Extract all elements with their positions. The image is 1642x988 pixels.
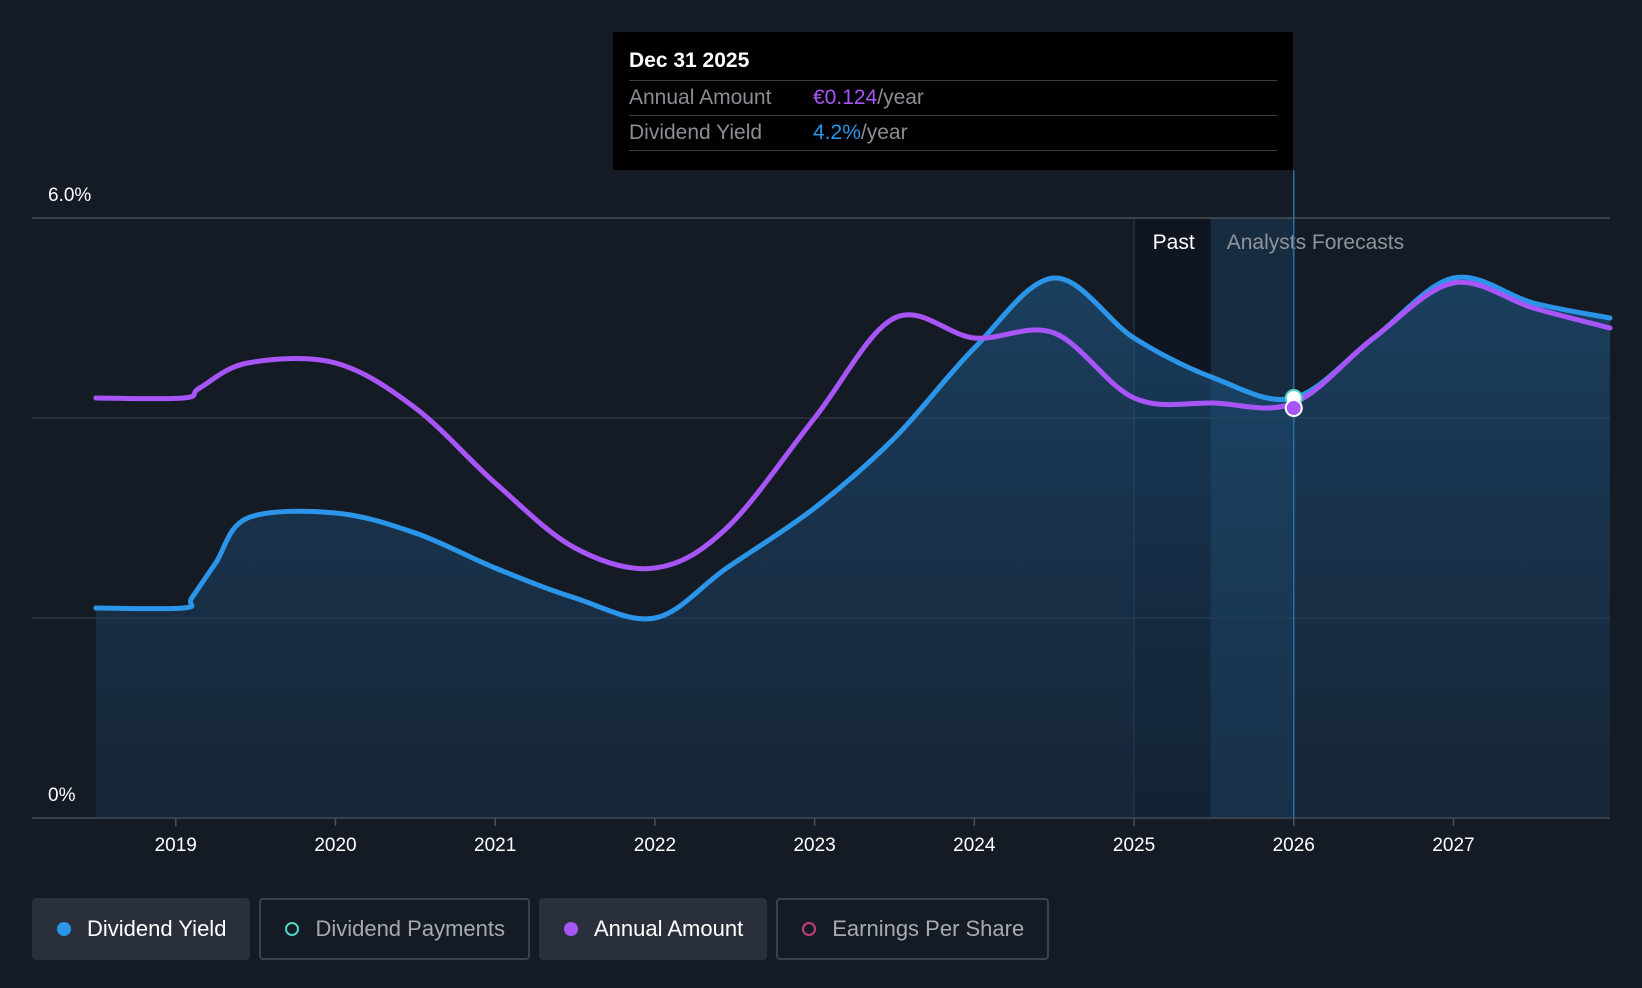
- annual-amount-line: [93, 279, 1613, 572]
- past-label: Past: [1153, 231, 1195, 254]
- tooltip: Dec 31 2025 Annual Amount €0.124 /year D…: [613, 32, 1293, 170]
- tooltip-row-annual-amount: Annual Amount €0.124 /year: [629, 80, 1277, 115]
- x-tick-label: 2021: [474, 835, 516, 856]
- x-tick-label: 2025: [1113, 835, 1155, 856]
- x-tick-label: 2019: [155, 835, 197, 856]
- tooltip-unit: /year: [860, 121, 908, 144]
- y-tick-label: 6.0%: [48, 185, 91, 206]
- y-tick-label: 0%: [48, 785, 76, 806]
- legend-label: Annual Amount: [593, 916, 744, 941]
- tooltip-label: Annual Amount: [629, 86, 772, 109]
- x-tick-label: 2027: [1432, 835, 1474, 856]
- dividend-payments-ring-icon: [285, 922, 300, 936]
- legend-label: Dividend Yield: [87, 916, 227, 941]
- x-tick-label: 2023: [793, 835, 835, 856]
- tooltip-unit: /year: [877, 86, 924, 109]
- analysts-forecasts-label: Analysts Forecasts: [1227, 231, 1404, 254]
- annual-amount-marker: [1284, 399, 1303, 417]
- annual-amount-dot-icon: [563, 922, 578, 936]
- tooltip-label: Dividend Yield: [629, 121, 763, 144]
- legend-earnings-per-share[interactable]: Earnings Per Share: [776, 898, 1050, 960]
- dividend-yield-dot-icon: [57, 922, 71, 936]
- tooltip-value: 4.2%: [813, 121, 861, 144]
- legend-annual-amount[interactable]: Annual Amount: [538, 898, 768, 960]
- legend-dividend-yield[interactable]: Dividend Yield: [32, 898, 251, 960]
- legend-label: Earnings Per Share: [832, 916, 1025, 941]
- legend: Dividend Yield Dividend Payments Annual …: [32, 898, 1050, 960]
- tooltip-row-dividend-yield: Dividend Yield 4.2% /year: [629, 115, 1277, 151]
- legend-dividend-payments[interactable]: Dividend Payments: [259, 898, 530, 960]
- legend-label: Dividend Payments: [315, 916, 505, 941]
- tooltip-date: Dec 31 2025: [629, 49, 750, 72]
- tooltip-value: €0.124: [813, 86, 878, 109]
- dividend-yield-area: [95, 277, 1611, 818]
- earnings-per-share-ring-icon: [802, 922, 817, 936]
- x-tick-label: 2020: [314, 835, 356, 856]
- x-tick-label: 2022: [634, 835, 676, 856]
- x-tick-label: 2026: [1273, 835, 1315, 856]
- x-tick-label: 2024: [953, 835, 996, 856]
